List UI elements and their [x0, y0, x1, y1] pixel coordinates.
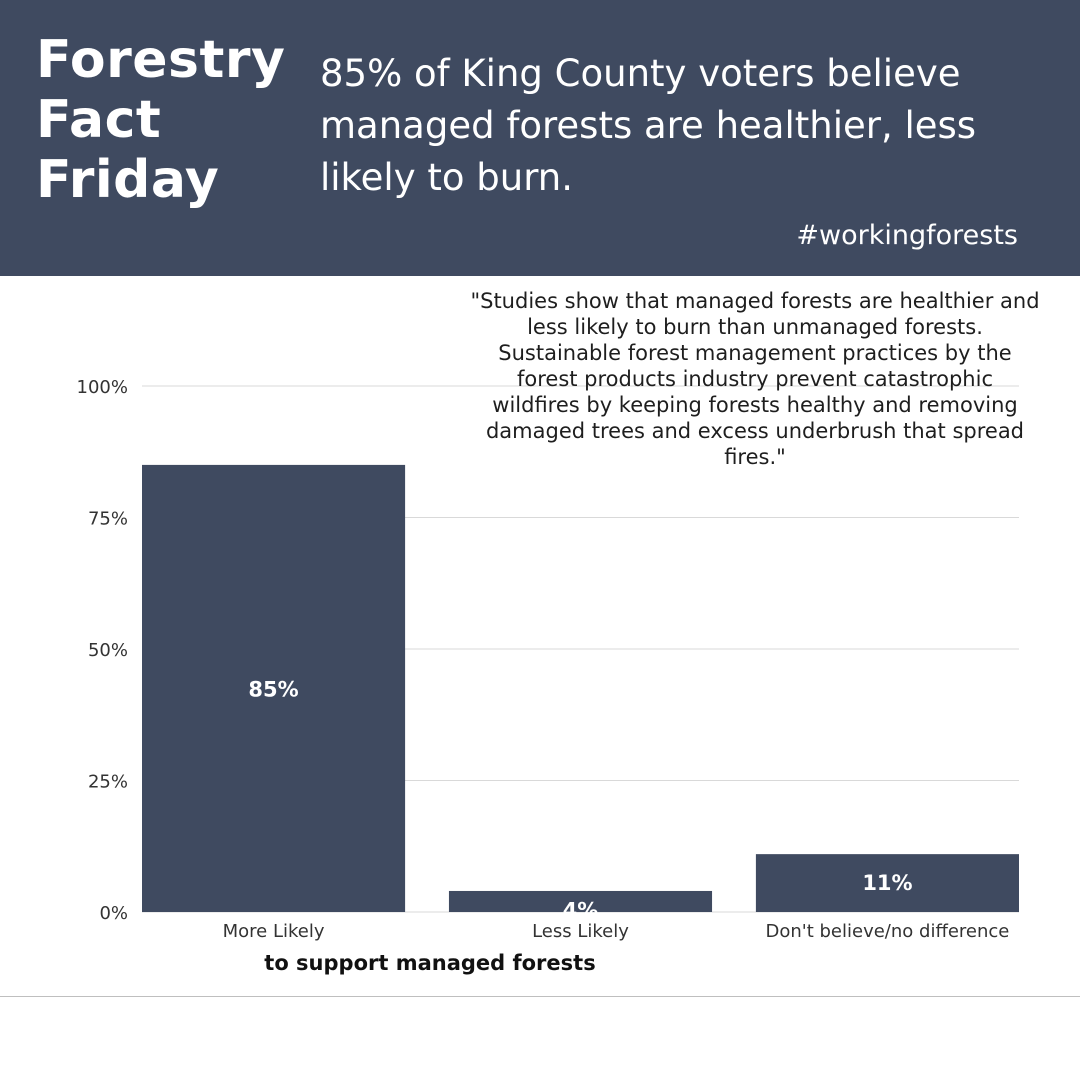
x-tick-label: Less Likely: [532, 921, 629, 942]
series-title: Forestry Fact Friday: [36, 30, 296, 210]
headline: 85% of King County voters believe manage…: [320, 52, 977, 199]
header-banner: Forestry Fact Friday 85% of King County …: [0, 0, 1080, 276]
bar: [755, 854, 1019, 912]
data-label: 11%: [862, 871, 912, 895]
hashtag: #workingforests: [796, 220, 1018, 251]
x-axis-label: to support managed forests: [264, 951, 595, 975]
x-tick-label: Don't believe/no difference: [766, 921, 1010, 942]
chart-area: 0% 25% 50% 75% 100% 85% More Likely 4% Less Like…: [0, 276, 1080, 998]
y-tick-label: 100%: [77, 377, 128, 398]
quote-text: "Studies show that managed forests are h…: [470, 289, 1040, 469]
y-tick-label: 75%: [88, 509, 128, 530]
bottom-divider: [0, 996, 1080, 997]
y-tick-label: 50%: [88, 640, 128, 661]
bar-chart: 0% 25% 50% 75% 100% 85% More Likely 4%Less Like…: [77, 377, 1019, 975]
series-title-line-3: Friday: [36, 150, 220, 210]
data-label: 4%: [563, 898, 599, 922]
y-tick-label: 0%: [99, 903, 128, 924]
series-title-line-2: Fact: [36, 90, 162, 150]
data-label: 85%: [248, 677, 298, 701]
y-tick-label: 25%: [88, 772, 128, 793]
bar: [448, 890, 713, 912]
x-tick-label: More Likely: [223, 921, 325, 942]
series-title-line-1: Forestry: [36, 30, 286, 90]
bar: [142, 464, 406, 912]
